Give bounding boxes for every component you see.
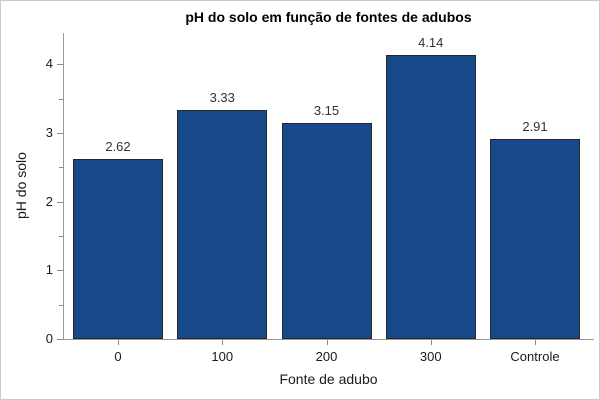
y-minor-tick	[59, 98, 63, 100]
x-tick	[326, 340, 328, 345]
x-axis-line	[63, 339, 594, 340]
y-minor-tick	[59, 304, 63, 306]
y-tick-label: 1	[45, 262, 53, 278]
chart-title: pH do solo em função de fontes de adubos	[185, 9, 472, 25]
bar-value-label: 2.62	[105, 139, 131, 155]
x-tick	[118, 340, 119, 345]
bar-value-label: 3.33	[209, 90, 235, 106]
y-axis-title: pH do solo	[13, 152, 29, 220]
x-tick	[222, 340, 224, 345]
x-tick-label: Controle	[510, 349, 560, 364]
bar-value-label: 2.91	[522, 119, 548, 135]
y-minor-tick	[59, 167, 63, 169]
bar	[73, 159, 163, 339]
y-axis-line	[63, 33, 64, 339]
bar-value-label: 3.15	[313, 102, 340, 118]
y-major-tick	[57, 133, 63, 135]
x-tick-label: 100	[211, 349, 234, 364]
y-major-tick	[57, 339, 63, 340]
y-tick-label: 4	[45, 56, 53, 72]
x-tick	[535, 340, 536, 345]
x-tick	[430, 340, 432, 345]
y-major-tick	[57, 64, 63, 66]
x-axis-title: Fonte de adubo	[279, 371, 378, 387]
x-tick-label: 0	[114, 349, 122, 364]
y-tick-label: 0	[45, 331, 53, 346]
bar	[490, 139, 580, 339]
bar	[385, 54, 476, 339]
y-tick-label: 3	[45, 125, 53, 141]
x-tick-label: 200	[315, 349, 338, 364]
y-major-tick	[57, 270, 63, 272]
bar	[281, 122, 372, 339]
y-minor-tick	[59, 236, 63, 238]
y-tick-label: 2	[45, 193, 53, 209]
bar	[177, 110, 268, 339]
x-tick-label: 300	[419, 349, 442, 364]
bar-value-label: 4.14	[418, 34, 444, 50]
y-major-tick	[57, 201, 63, 203]
